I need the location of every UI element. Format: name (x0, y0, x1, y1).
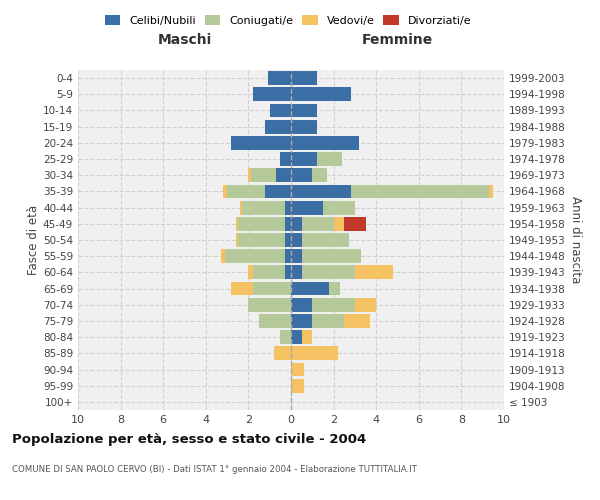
Bar (238, 233, 284, 247)
Bar (225, 250, 284, 263)
Bar (238, 217, 284, 230)
Text: Maschi: Maschi (157, 34, 212, 48)
Bar (253, 266, 284, 280)
Bar (265, 120, 291, 134)
Bar (302, 233, 349, 247)
Bar (221, 250, 225, 263)
Bar (265, 184, 291, 198)
Bar (253, 282, 291, 296)
Bar (291, 346, 338, 360)
Bar (242, 200, 284, 214)
Bar (313, 314, 344, 328)
Bar (291, 217, 302, 230)
Bar (291, 362, 304, 376)
Bar (291, 250, 302, 263)
Bar (227, 184, 265, 198)
Bar (344, 314, 370, 328)
Y-axis label: Fasce di età: Fasce di età (27, 205, 40, 275)
Bar (313, 168, 327, 182)
Bar (280, 152, 291, 166)
Bar (291, 88, 350, 101)
Bar (236, 217, 238, 230)
Bar (276, 168, 291, 182)
Bar (313, 298, 355, 312)
Bar (323, 200, 355, 214)
Bar (317, 152, 342, 166)
Bar (268, 71, 291, 85)
Bar (489, 184, 493, 198)
Bar (284, 200, 291, 214)
Bar (302, 250, 361, 263)
Bar (284, 266, 291, 280)
Bar (355, 266, 393, 280)
Bar (274, 346, 291, 360)
Bar (232, 282, 253, 296)
Bar (291, 233, 302, 247)
Bar (248, 168, 251, 182)
Bar (302, 266, 355, 280)
Bar (236, 233, 238, 247)
Bar (291, 330, 302, 344)
Bar (248, 298, 291, 312)
Bar (329, 282, 340, 296)
Bar (291, 184, 350, 198)
Bar (291, 71, 317, 85)
Bar (350, 184, 489, 198)
Bar (223, 184, 227, 198)
Bar (291, 152, 317, 166)
Bar (284, 217, 291, 230)
Y-axis label: Anni di nascita: Anni di nascita (569, 196, 582, 284)
Legend: Celibi/Nubili, Coniugati/e, Vedovi/e, Divorziati/e: Celibi/Nubili, Coniugati/e, Vedovi/e, Di… (100, 10, 476, 30)
Bar (291, 120, 317, 134)
Bar (291, 314, 313, 328)
Bar (270, 104, 291, 118)
Bar (291, 266, 302, 280)
Text: COMUNE DI SAN PAOLO CERVO (BI) - Dati ISTAT 1° gennaio 2004 - Elaborazione TUTTI: COMUNE DI SAN PAOLO CERVO (BI) - Dati IS… (12, 466, 417, 474)
Bar (291, 298, 313, 312)
Bar (232, 136, 291, 149)
Bar (355, 298, 376, 312)
Bar (284, 250, 291, 263)
Bar (302, 330, 312, 344)
Bar (291, 104, 317, 118)
Text: Popolazione per età, sesso e stato civile - 2004: Popolazione per età, sesso e stato civil… (12, 432, 366, 446)
Bar (291, 200, 323, 214)
Bar (284, 233, 291, 247)
Bar (291, 282, 329, 296)
Bar (240, 200, 242, 214)
Text: Femmine: Femmine (362, 34, 433, 48)
Bar (248, 266, 253, 280)
Bar (253, 88, 291, 101)
Bar (291, 379, 304, 392)
Bar (259, 314, 291, 328)
Bar (302, 217, 334, 230)
Bar (344, 217, 365, 230)
Bar (280, 330, 291, 344)
Bar (291, 136, 359, 149)
Bar (334, 217, 344, 230)
Bar (291, 168, 313, 182)
Bar (251, 168, 276, 182)
